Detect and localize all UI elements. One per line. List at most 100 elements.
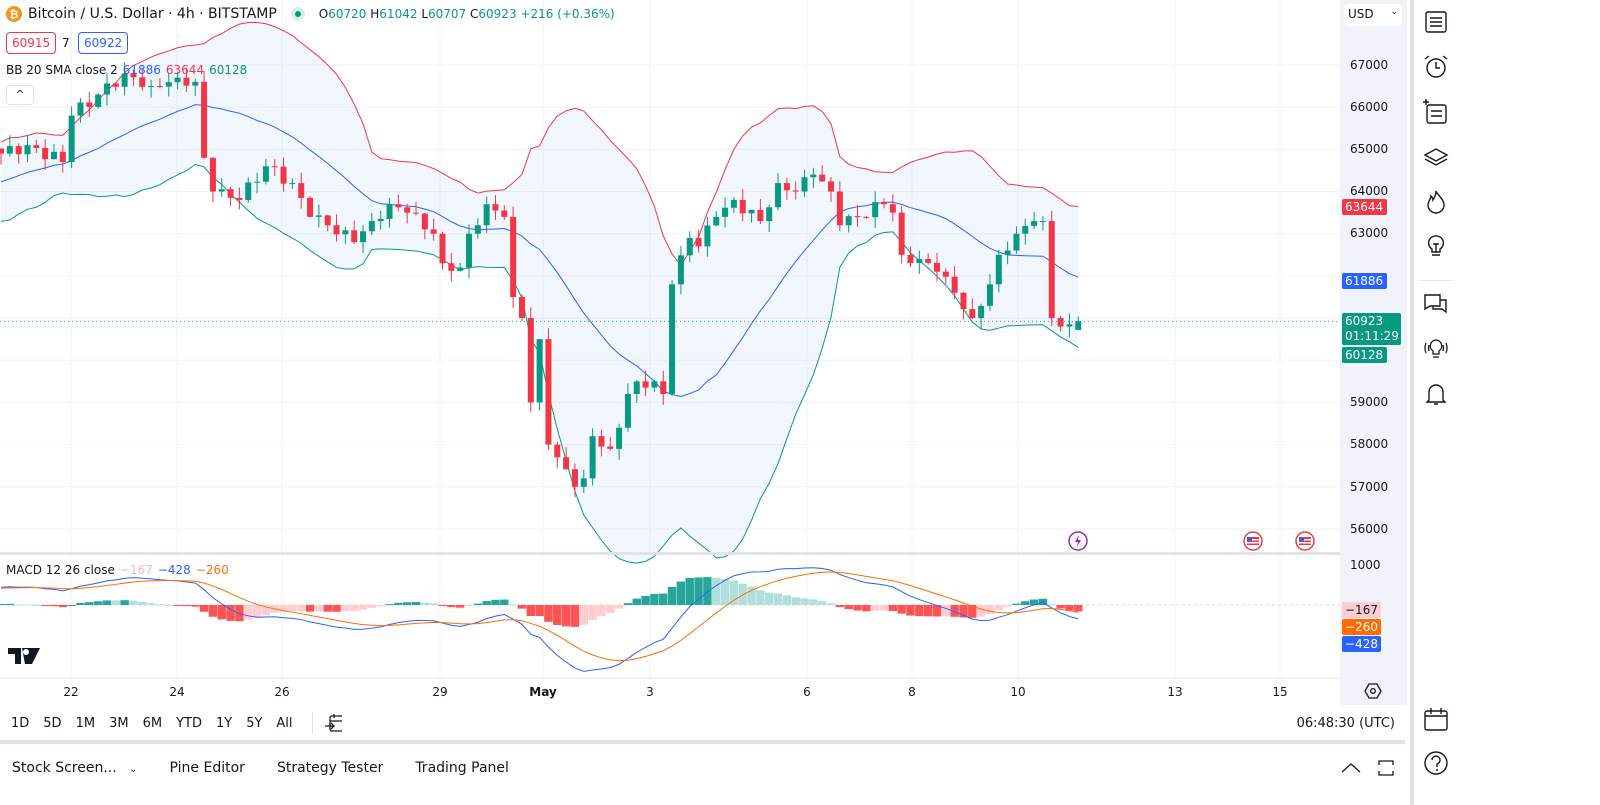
range-3m-button[interactable]: 3M bbox=[109, 715, 129, 731]
buy-button[interactable]: 60922 bbox=[78, 32, 129, 54]
goto-date-icon[interactable] bbox=[311, 712, 342, 734]
price-chart[interactable] bbox=[0, 0, 1340, 705]
candle-body bbox=[395, 204, 402, 208]
macd-histogram-bar bbox=[252, 605, 262, 618]
candle-body bbox=[324, 215, 331, 226]
calendar-icon[interactable] bbox=[1422, 705, 1450, 733]
range-1m-button[interactable]: 1M bbox=[75, 715, 96, 731]
macd-histogram-bar bbox=[102, 600, 112, 605]
tradingview-logo-icon[interactable] bbox=[8, 648, 40, 666]
candle-body bbox=[642, 381, 649, 388]
tab-pine-editor[interactable]: Pine Editor bbox=[169, 760, 245, 776]
time-tick: 13 bbox=[1167, 685, 1183, 699]
macd-histogram-bar bbox=[932, 605, 942, 617]
bb-lower-value: 60128 bbox=[209, 63, 248, 77]
candle-body bbox=[174, 77, 181, 83]
candle-body bbox=[50, 151, 57, 160]
candle-body bbox=[775, 183, 782, 208]
tab-stock-screener[interactable]: Stock Screen... ⌄ bbox=[12, 760, 138, 776]
candle-body bbox=[836, 191, 843, 226]
macd-histogram-bar bbox=[791, 597, 800, 605]
macd-histogram-bar bbox=[173, 605, 182, 606]
currency-select[interactable]: USD ⌄ bbox=[1344, 4, 1402, 26]
candle-body bbox=[315, 215, 322, 217]
range-ytd-button[interactable]: YTD bbox=[176, 715, 202, 731]
candle-body bbox=[492, 204, 499, 211]
macd-histogram-bar bbox=[782, 595, 792, 605]
macd-histogram-bar bbox=[235, 605, 244, 622]
price-tick: 67000 bbox=[1350, 58, 1389, 72]
macd-histogram-bar bbox=[341, 605, 350, 612]
macd-histogram-bar bbox=[1056, 605, 1065, 609]
macd-histogram-bar bbox=[323, 605, 332, 612]
macd-histogram-bar bbox=[376, 605, 385, 607]
macd-histogram-bar bbox=[491, 599, 500, 605]
us-flag-event-icon[interactable] bbox=[1243, 531, 1263, 551]
macd-histogram-bar bbox=[14, 604, 23, 606]
range-all-button[interactable]: All bbox=[276, 715, 293, 731]
macd-histogram-bar bbox=[76, 602, 85, 605]
macd-histogram-bar bbox=[40, 605, 50, 606]
bb-legend[interactable]: BB 20 SMA close 2 61886 63644 60128 bbox=[6, 63, 247, 77]
candle-body bbox=[280, 166, 287, 184]
notifications-icon[interactable] bbox=[1422, 380, 1450, 408]
tab-trading-panel[interactable]: Trading Panel bbox=[415, 760, 509, 776]
macd-histogram-bar bbox=[464, 605, 474, 606]
candle-body bbox=[448, 263, 455, 271]
range-5y-button[interactable]: 5Y bbox=[246, 715, 263, 731]
hotlist-icon[interactable] bbox=[1422, 188, 1450, 216]
bb-lower-price-label: 60128 bbox=[1342, 347, 1387, 363]
range-5d-button[interactable]: 5D bbox=[43, 715, 62, 731]
chevron-down-icon[interactable]: ⌄ bbox=[129, 764, 138, 775]
chevron-up-icon[interactable] bbox=[1340, 758, 1362, 778]
macd-histogram-bar bbox=[429, 603, 438, 605]
macd-histogram-bar bbox=[703, 577, 712, 605]
idea-icon[interactable] bbox=[1422, 233, 1450, 261]
dividend-event-icon[interactable] bbox=[1068, 531, 1088, 551]
candle-body bbox=[139, 77, 146, 87]
candle-body bbox=[598, 436, 605, 447]
range-1y-button[interactable]: 1Y bbox=[215, 715, 233, 731]
candle-body bbox=[86, 102, 93, 107]
time-tick: 3 bbox=[646, 685, 654, 699]
range-1d-button[interactable]: 1D bbox=[11, 715, 30, 731]
clock-timezone[interactable]: 06:48:30 (UTC) bbox=[1296, 715, 1395, 731]
us-flag-event-icon[interactable] bbox=[1295, 531, 1315, 551]
macd-histogram-bar bbox=[58, 605, 68, 608]
candle-body bbox=[501, 210, 508, 217]
candle-body bbox=[42, 147, 49, 160]
macd-histogram-bar bbox=[1038, 598, 1048, 605]
chat-icon[interactable] bbox=[1422, 291, 1450, 319]
candle-body bbox=[933, 262, 940, 272]
macd-histogram-bar bbox=[358, 605, 368, 610]
streams-icon[interactable] bbox=[1422, 335, 1450, 363]
add-list-icon[interactable] bbox=[1422, 98, 1450, 126]
pane-divider bbox=[0, 552, 1340, 555]
range-6m-button[interactable]: 6M bbox=[142, 715, 163, 731]
candle-body bbox=[77, 102, 84, 116]
macd-histogram-bar bbox=[164, 604, 173, 606]
watchlist-icon[interactable] bbox=[1422, 8, 1450, 36]
symbol-title[interactable]: Bitcoin / U.S. Dollar · 4h · BITSTAMP bbox=[28, 6, 277, 22]
macd-legend[interactable]: MACD 12 26 close −167 −428 −260 bbox=[6, 563, 229, 577]
sell-button[interactable]: 60915 bbox=[6, 32, 57, 54]
help-icon[interactable] bbox=[1422, 749, 1450, 777]
macd-histogram-bar bbox=[623, 603, 633, 605]
maximize-panel-icon[interactable] bbox=[1376, 758, 1396, 778]
time-tick: 6 bbox=[803, 685, 811, 699]
tab-strategy-tester[interactable]: Strategy Tester bbox=[276, 760, 384, 776]
macd-histogram-bar bbox=[0, 603, 6, 605]
candle-body bbox=[651, 381, 658, 388]
macd-histogram-bar bbox=[5, 603, 15, 605]
candle-body bbox=[748, 209, 755, 214]
axis-settings-icon[interactable] bbox=[1364, 682, 1382, 700]
alarm-icon[interactable] bbox=[1422, 53, 1450, 81]
layers-icon[interactable] bbox=[1422, 143, 1450, 171]
candle-body bbox=[121, 73, 128, 87]
macd-histogram-bar bbox=[129, 600, 138, 605]
candle-body bbox=[536, 339, 543, 403]
candle-body bbox=[474, 225, 481, 234]
macd-histogram-bar bbox=[199, 605, 209, 612]
candle-body bbox=[677, 255, 684, 285]
collapse-legend-button[interactable]: ^ bbox=[6, 85, 34, 105]
